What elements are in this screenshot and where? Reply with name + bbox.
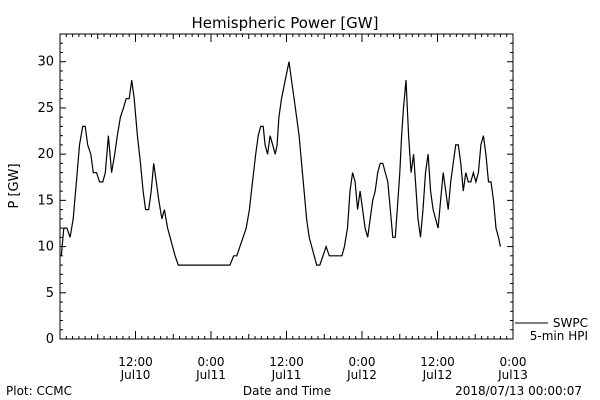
footer-plot-credit: Plot: CCMC (6, 384, 72, 398)
y-axis-label: P [GW] (7, 163, 22, 208)
x-tick-label-time: 12:00 (118, 355, 153, 369)
x-tick-label-time: 0:00 (198, 355, 225, 369)
x-axis-tick-labels: 12:00Jul100:00Jul1112:00Jul110:00Jul1212… (118, 355, 528, 382)
y-tick-label: 15 (37, 193, 54, 208)
legend-entry-swpc: SWPC (553, 316, 588, 330)
y-tick-label: 0 (46, 332, 54, 347)
series-line-swpc (60, 61, 501, 266)
x-axis-ticks (59, 34, 514, 339)
x-tick-label-time: 12:00 (420, 355, 455, 369)
x-tick-label-day: Jul13 (497, 368, 528, 382)
y-tick-label: 5 (46, 286, 54, 301)
y-tick-label: 25 (37, 101, 54, 116)
x-tick-label-time: 12:00 (269, 355, 304, 369)
x-tick-label-day: Jul12 (422, 368, 453, 382)
x-tick-label-day: Jul10 (120, 368, 151, 382)
y-tick-label: 20 (37, 147, 54, 162)
x-tick-label-day: Jul11 (195, 368, 226, 382)
x-tick-label-time: 0:00 (349, 355, 376, 369)
y-tick-label: 30 (37, 55, 54, 70)
y-axis-tick-labels: 0 5 10 15 20 25 30 (37, 55, 54, 347)
footer-timestamp: 2018/07/13 00:00:07 (455, 384, 582, 398)
y-axis-ticks (60, 33, 513, 340)
legend-entry-5min-hpi: 5-min HPI (530, 329, 588, 343)
x-tick-label-time: 0:00 (500, 355, 527, 369)
y-tick-label: 10 (37, 240, 54, 255)
x-tick-label-day: Jul11 (271, 368, 302, 382)
chart-title: Hemispheric Power [GW] (192, 14, 379, 32)
x-tick-label-day: Jul12 (346, 368, 377, 382)
x-axis-label: Date and Time (243, 384, 331, 398)
